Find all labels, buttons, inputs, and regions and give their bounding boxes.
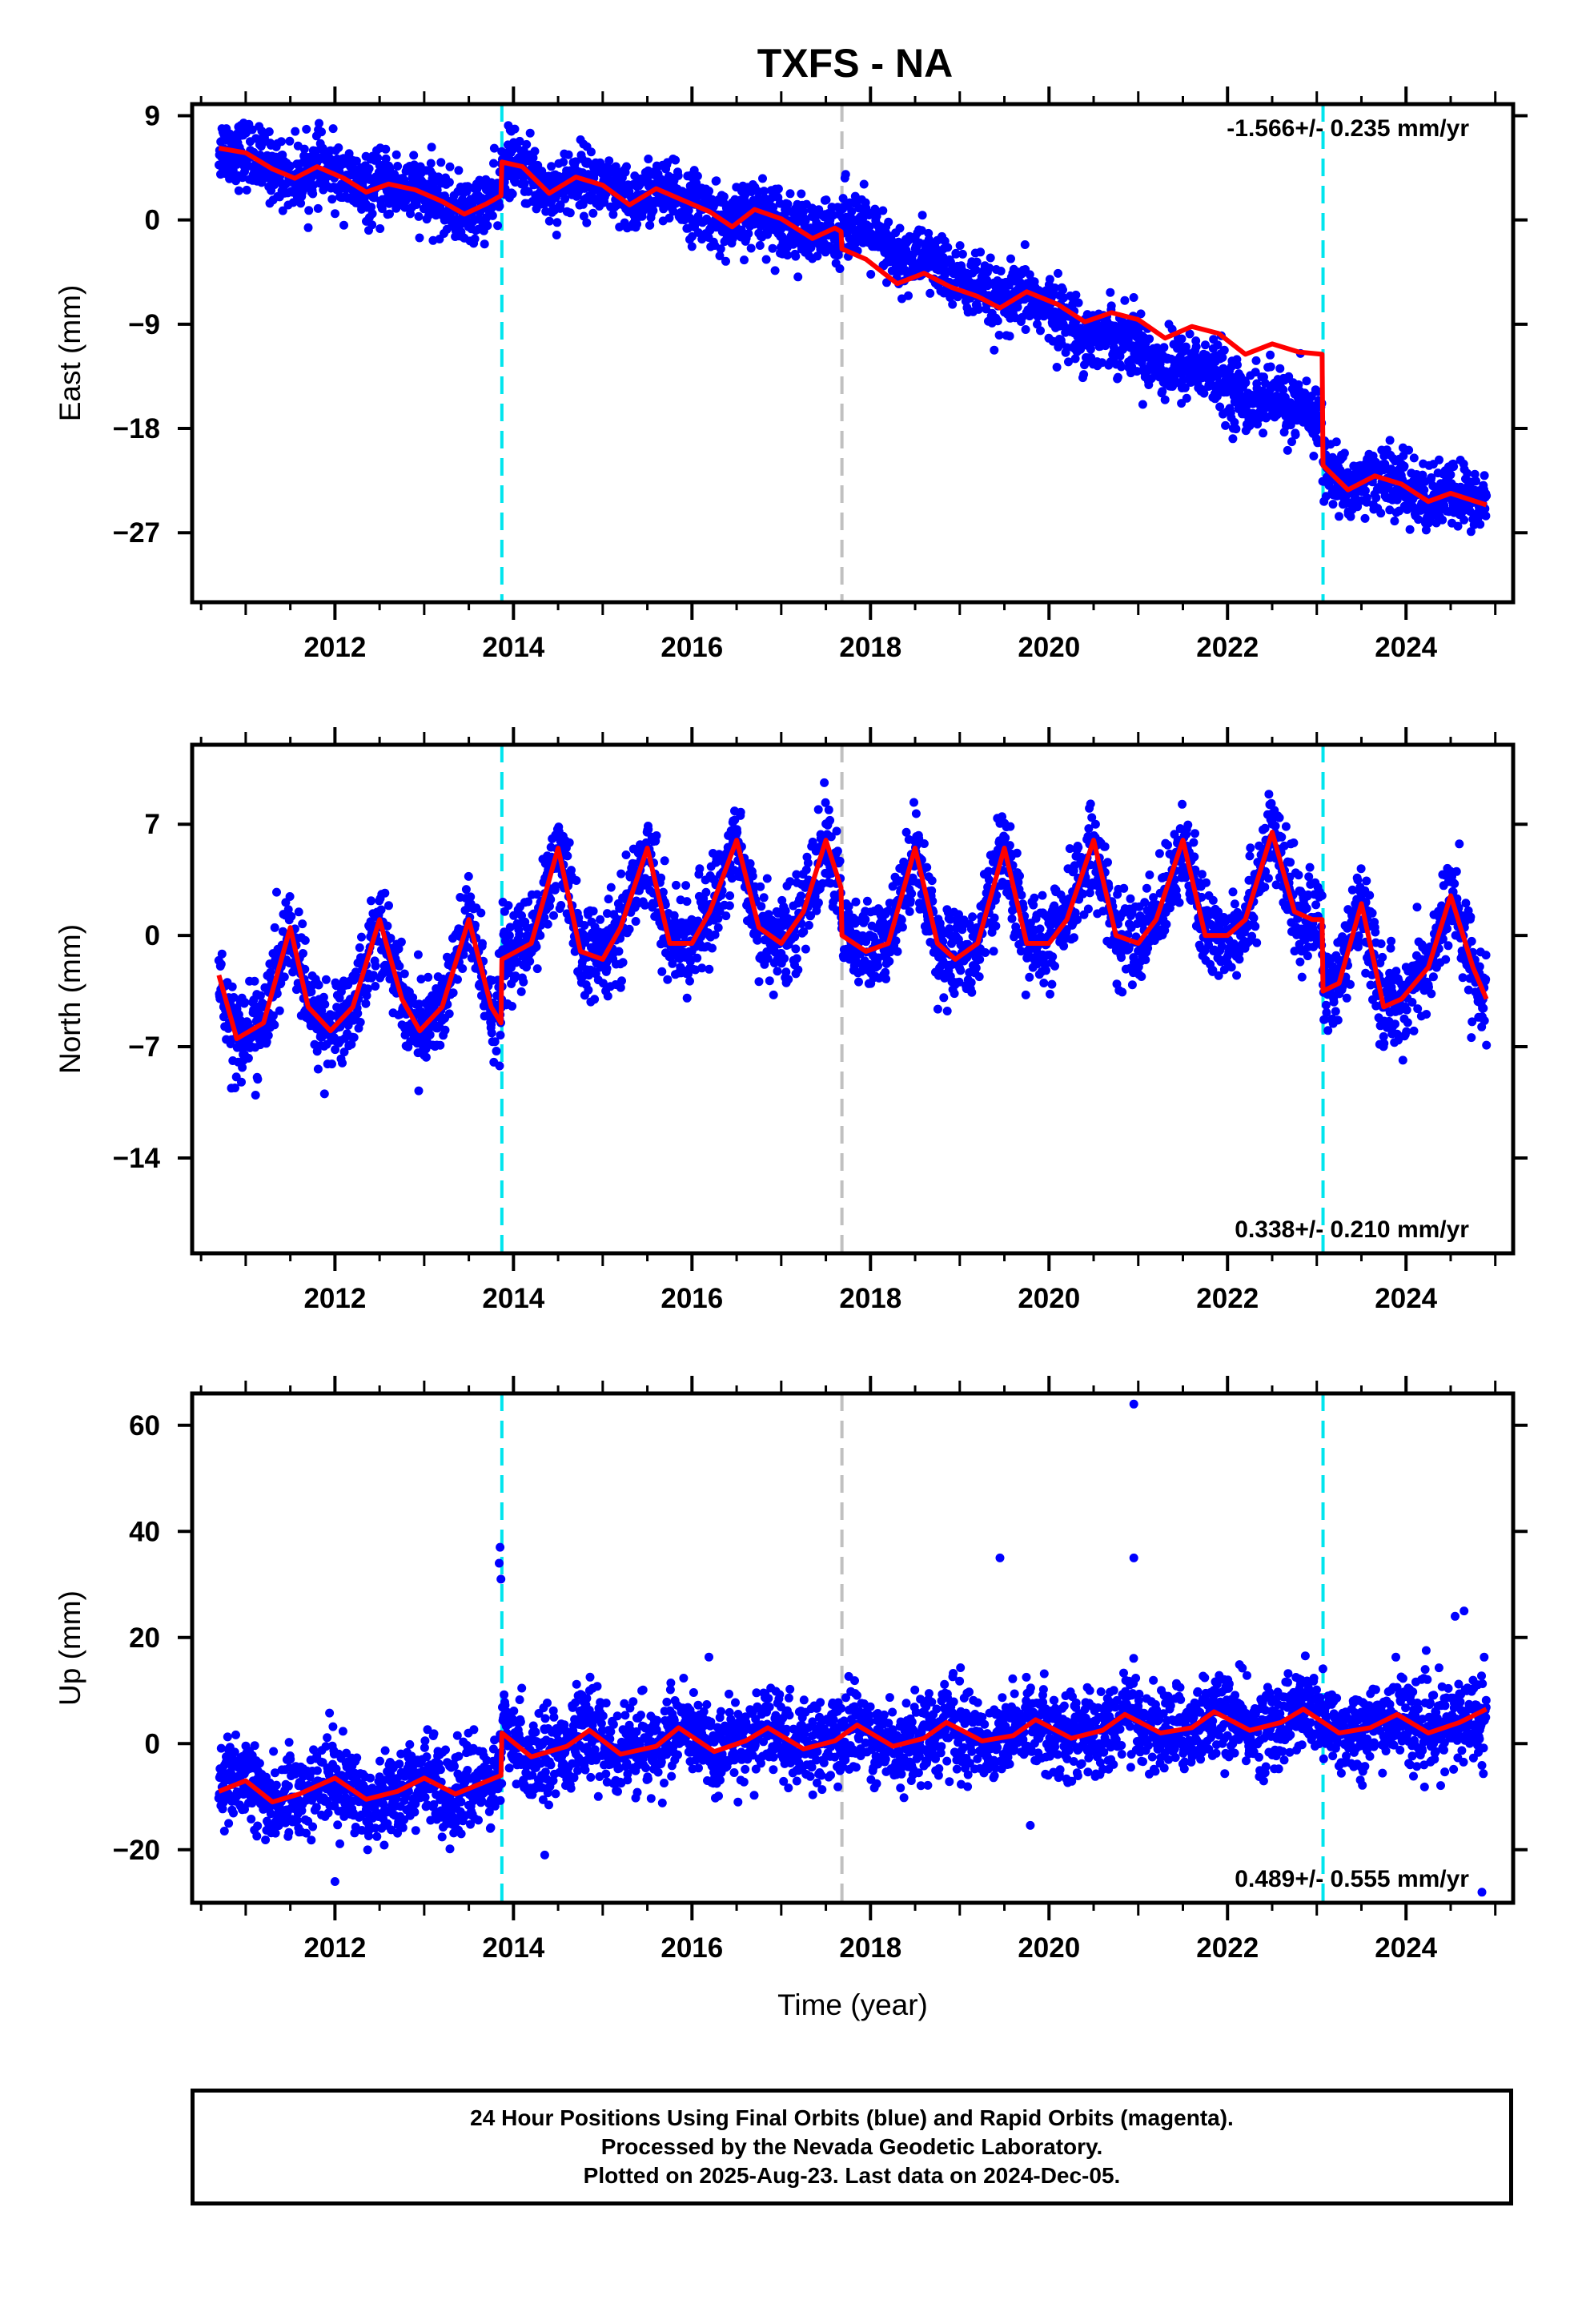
x-tick-label: 2016 [661,1283,723,1314]
model-line [216,830,1489,1042]
y-axis-label: Up (mm) [54,1590,86,1706]
plot-frame [190,102,1516,605]
rate-label: 0.489+/- 0.555 mm/yr [1235,1866,1469,1892]
chart-title: TXFS - NA [757,41,953,86]
x-tick-label: 2012 [303,632,366,663]
x-tick-label: 2018 [839,1283,901,1314]
data-layer [215,119,1492,537]
model-line [218,146,1488,508]
y-tick-label: 0 [145,920,160,951]
y-tick-label: −20 [113,1835,160,1866]
y-tick-label: 40 [129,1516,160,1547]
footer-caption-box: 24 Hour Positions Using Final Orbits (bl… [191,2089,1513,2205]
y-tick-label: −18 [113,413,160,444]
x-tick-label: 2014 [482,1283,544,1314]
scatter-points [214,778,1492,1100]
x-tick-label: 2020 [1018,1932,1080,1964]
x-tick-label: 2016 [661,632,723,663]
x-tick-label: 2014 [482,1932,544,1964]
x-tick-label: 2018 [839,1932,901,1964]
y-tick-label: −9 [128,309,160,340]
x-tick-label: 2022 [1196,1932,1259,1964]
x-tick-label: 2022 [1196,632,1259,663]
plot-frame [190,1391,1516,1905]
data-layer [214,1399,1491,1897]
final-orbit-points [214,778,1492,1100]
x-tick-label: 2024 [1375,1932,1437,1964]
x-tick-label: 2022 [1196,1283,1259,1314]
rate-label: -1.566+/- 0.235 mm/yr [1227,115,1469,142]
y-axis-label: East (mm) [54,285,86,422]
x-tick-label: 2014 [482,632,544,663]
scatter-points [215,119,1492,537]
panel-east: 2012 2014 2016 2018 2020 2022 2024 9 0 −9 −18 −27 Ea… [54,86,1528,663]
data-layer [214,778,1492,1100]
footer-line-3: Plotted on 2025-Aug-23. Last data on 202… [583,2163,1121,2188]
y-tick-label: 60 [129,1410,160,1441]
x-axis-label: Time (year) [777,1988,928,2021]
final-orbit-points [215,119,1492,537]
plot-frame [190,742,1516,1256]
y-tick-label: 20 [129,1622,160,1654]
x-tick-label: 2020 [1018,1283,1080,1314]
x-tick-label: 2018 [839,632,901,663]
y-tick-label: −27 [113,517,160,549]
y-tick-label: 0 [145,205,160,236]
y-tick-label: −7 [128,1031,160,1063]
x-tick-label: 2020 [1018,632,1080,663]
y-tick-label: 7 [145,809,160,840]
x-tick-label: 2024 [1375,1283,1437,1314]
panel-north: 2012 2014 2016 2018 2020 2022 2024 7 0 −7 −14 North… [54,727,1528,1314]
rate-label: 0.338+/- 0.210 mm/yr [1235,1216,1469,1243]
x-tick-label: 2012 [303,1283,366,1314]
y-axis-label: North (mm) [54,924,86,1074]
panel-up: 2012 2014 2016 2018 2020 2022 2024 60 40 20 0 −20 Up… [54,1376,1528,2021]
final-orbit-points [214,1399,1491,1897]
x-tick-label: 2016 [661,1932,723,1964]
y-tick-label: 9 [145,100,160,131]
footer-line-1: 24 Hour Positions Using Final Orbits (bl… [470,2105,1234,2130]
x-tick-label: 2012 [303,1932,366,1964]
footer-line-2: Processed by the Nevada Geodetic Laborat… [600,2134,1103,2159]
scatter-points [214,1399,1491,1897]
y-tick-label: −14 [113,1143,161,1174]
y-tick-label: 0 [145,1728,160,1759]
x-tick-label: 2024 [1375,632,1437,663]
model-line [218,1707,1488,1805]
